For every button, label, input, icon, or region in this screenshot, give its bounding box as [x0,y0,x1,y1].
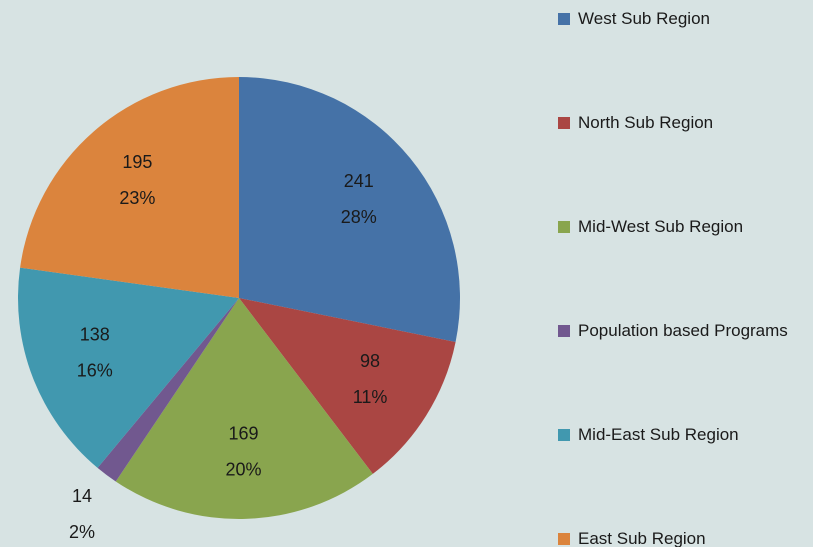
legend-item: Mid-East Sub Region [558,422,803,448]
pie-slice [115,298,373,519]
percent-label: 28% [341,207,377,227]
legend-swatch [558,429,570,441]
percent-label: 20% [226,459,262,479]
legend-item: North Sub Region [558,110,803,136]
legend-swatch [558,13,570,25]
legend-label: Population based Programs [578,321,788,340]
pie-slice [239,77,461,342]
percent-label: 2% [69,522,95,542]
legend-label: Mid-East Sub Region [578,425,739,444]
legend-item: West Sub Region [558,6,803,32]
data-label: 241 [344,171,374,191]
data-label: 98 [360,351,380,371]
legend-item: East Sub Region [558,526,803,547]
legend-swatch [558,117,570,129]
percent-label: 16% [77,361,113,381]
pie-slice [20,77,239,298]
data-label: 195 [122,152,152,172]
legend-item: Mid-West Sub Region [558,214,803,240]
data-label: 169 [229,423,259,443]
percent-label: 23% [119,188,155,208]
legend-label: East Sub Region [578,529,706,547]
legend-item: Population based Programs [558,318,803,344]
data-label: 14 [72,486,92,506]
pie-slice [97,298,239,482]
legend-label: Mid-West Sub Region [578,217,744,236]
pie-slice [17,267,239,468]
legend-label: North Sub Region [578,113,714,132]
percent-label: 11% [353,387,388,407]
pie-slice [239,298,456,474]
legend-swatch [558,221,570,233]
legend-label: West Sub Region [578,9,710,28]
legend-swatch [558,325,570,337]
data-label: 138 [80,325,110,345]
legend-swatch [558,533,570,545]
